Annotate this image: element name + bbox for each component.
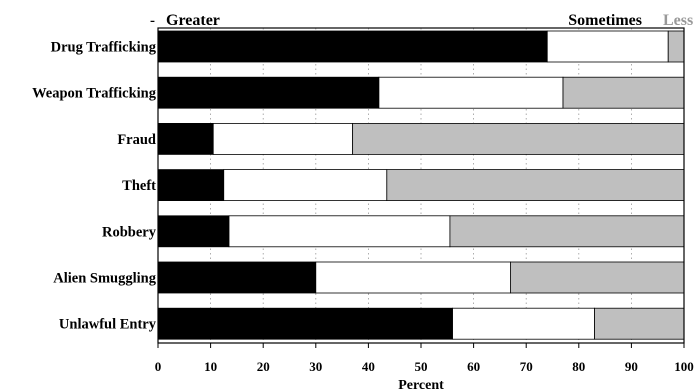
bar-less-3 — [386, 169, 685, 202]
category-label: Fraud — [117, 132, 156, 148]
x-tick-label: 80 — [572, 359, 585, 374]
bar-greater-3 — [157, 169, 225, 202]
bar-sometimes-6 — [452, 307, 595, 340]
x-tick-label: 50 — [415, 359, 428, 374]
bar-greater-0 — [157, 30, 548, 63]
x-tick-label: 30 — [309, 359, 322, 374]
legend-marker-greater: - — [150, 13, 155, 29]
bar-greater-5 — [157, 261, 317, 294]
x-tick-label: 100 — [674, 359, 694, 374]
bar-less-2 — [352, 123, 685, 155]
legend-label-sometimes: Sometimes — [568, 12, 642, 29]
bar-less-0 — [667, 30, 685, 63]
x-tick-label: 40 — [362, 359, 375, 374]
bar-sometimes-1 — [378, 76, 564, 109]
x-tick-label: 70 — [520, 359, 533, 374]
category-label: Theft — [122, 178, 156, 194]
bar-greater-4 — [157, 215, 230, 248]
x-tick-label: 90 — [625, 359, 638, 374]
bars — [157, 30, 685, 340]
x-tick-label: 60 — [467, 359, 480, 374]
bar-sometimes-2 — [212, 123, 354, 155]
category-label: Unlawful Entry — [59, 317, 157, 333]
x-axis-ticks: 0 10 20 30 40 50 60 70 80 90 100 — [155, 343, 694, 374]
bar-greater-1 — [157, 76, 380, 109]
category-label: Robbery — [102, 224, 157, 240]
x-tick-label: 0 — [155, 359, 162, 374]
bar-less-1 — [562, 76, 685, 109]
plot-frame — [157, 27, 685, 344]
bar-sometimes-5 — [315, 261, 511, 294]
bar-less-4 — [449, 215, 685, 248]
bar-sometimes-0 — [546, 30, 669, 63]
category-label: Drug Trafficking — [51, 40, 157, 56]
bar-greater-6 — [157, 307, 453, 340]
bar-sometimes-4 — [228, 215, 451, 248]
bar-less-5 — [510, 261, 685, 294]
legend-label-greater: Greater — [166, 12, 220, 29]
x-tick-label: 10 — [204, 359, 217, 374]
x-axis-label: Percent — [398, 378, 444, 389]
category-labels: Drug Trafficking Weapon Trafficking Fraud T… — [32, 40, 157, 333]
category-label: Weapon Trafficking — [32, 86, 157, 102]
x-tick-label: 20 — [257, 359, 270, 374]
bar-less-6 — [594, 307, 685, 340]
bar-sometimes-3 — [223, 169, 388, 202]
bar-greater-2 — [157, 123, 214, 155]
legend: - Greater Sometimes Less — [150, 12, 693, 29]
legend-label-less: Less — [663, 12, 693, 29]
category-label: Alien Smuggling — [53, 271, 156, 287]
